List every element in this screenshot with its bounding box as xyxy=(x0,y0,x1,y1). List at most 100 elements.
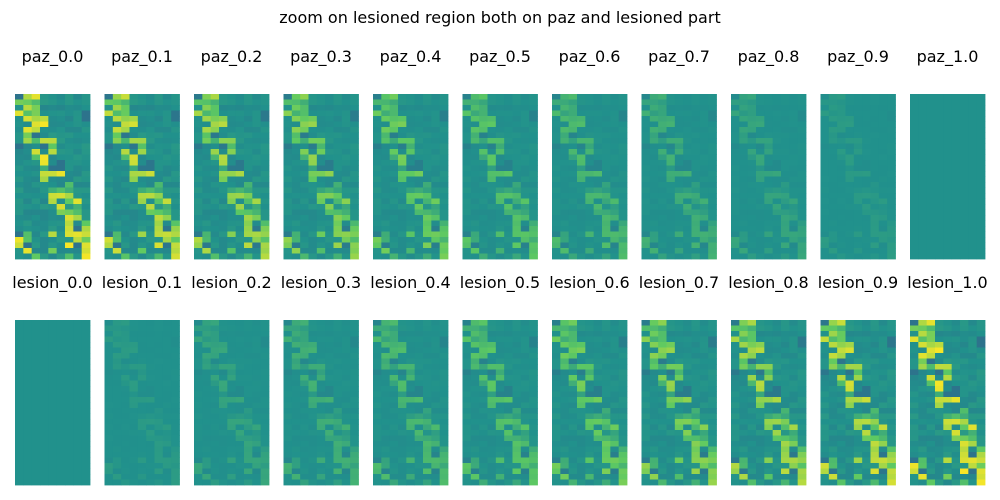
heatmap-cell xyxy=(440,447,449,453)
heatmap-cell xyxy=(121,111,130,117)
heatmap-cell xyxy=(48,166,57,172)
heatmap-cell xyxy=(138,182,147,188)
heatmap-cell xyxy=(440,452,449,458)
heatmap-cell xyxy=(871,177,880,183)
heatmap-cell xyxy=(325,122,334,128)
heatmap-cell xyxy=(236,160,245,166)
heatmap-cell xyxy=(284,414,293,420)
heatmap-cell xyxy=(292,221,301,227)
heatmap-cell xyxy=(309,359,318,365)
heatmap-cell xyxy=(748,199,757,205)
heatmap-cell xyxy=(952,188,961,194)
heatmap-cell xyxy=(708,243,717,249)
heatmap-cell xyxy=(381,441,390,447)
heatmap-cell xyxy=(334,221,343,227)
heatmap-cell xyxy=(244,425,253,431)
heatmap-cell xyxy=(569,243,578,249)
heatmap-cell xyxy=(23,243,32,249)
heatmap-cell xyxy=(431,232,440,238)
heatmap-cell xyxy=(194,177,203,183)
heatmap-cell xyxy=(496,111,505,117)
heatmap-cell xyxy=(15,408,24,414)
heatmap-cell xyxy=(211,326,220,332)
heatmap-cell xyxy=(57,160,66,166)
heatmap-cell xyxy=(334,215,343,221)
heatmap-cell xyxy=(23,425,32,431)
heatmap-cell xyxy=(479,447,488,453)
heatmap-cell xyxy=(398,397,407,403)
heatmap-cell xyxy=(871,144,880,150)
heatmap-cell xyxy=(504,364,513,370)
heatmap-cell xyxy=(552,155,561,161)
heatmap-cell xyxy=(577,243,586,249)
heatmap-cell xyxy=(594,370,603,376)
heatmap-cell xyxy=(227,221,236,227)
heatmap-cell xyxy=(577,111,586,117)
heatmap-cell xyxy=(82,204,91,210)
heatmap-cell xyxy=(513,232,522,238)
heatmap-cell xyxy=(15,133,24,139)
heatmap-cell xyxy=(40,414,49,420)
heatmap-cell xyxy=(236,144,245,150)
heatmap-cell xyxy=(529,122,538,128)
heatmap-cell xyxy=(471,243,480,249)
heatmap-cell xyxy=(943,160,952,166)
heatmap-cell xyxy=(521,392,530,398)
heatmap-cell xyxy=(219,386,228,392)
heatmap-cell xyxy=(171,381,180,387)
heatmap-cell xyxy=(105,171,114,177)
heatmap-cell xyxy=(261,474,270,480)
heatmap-cell xyxy=(977,127,986,133)
heatmap-cell xyxy=(317,221,326,227)
heatmap-cell xyxy=(496,370,505,376)
heatmap-cell xyxy=(837,111,846,117)
heatmap-cell xyxy=(334,166,343,172)
heatmap-cell xyxy=(334,116,343,122)
heatmap-cell xyxy=(236,193,245,199)
heatmap-cell xyxy=(317,122,326,128)
heatmap-cell xyxy=(569,370,578,376)
heatmap-cell xyxy=(463,430,472,436)
heatmap-cell xyxy=(155,105,164,111)
heatmap-cell xyxy=(105,122,114,128)
heatmap-cell xyxy=(585,232,594,238)
heatmap-cell xyxy=(594,226,603,232)
heatmap-cell xyxy=(496,425,505,431)
heatmap-cell xyxy=(202,116,211,122)
heatmap-cell xyxy=(163,226,172,232)
heatmap-cell xyxy=(739,105,748,111)
heatmap-cell xyxy=(667,375,676,381)
heatmap-cell xyxy=(521,144,530,150)
heatmap-cell xyxy=(73,237,82,243)
heatmap-cell xyxy=(667,359,676,365)
heatmap-cell xyxy=(334,188,343,194)
heatmap-cell xyxy=(15,320,24,326)
heatmap-cell xyxy=(342,320,351,326)
heatmap-cell xyxy=(488,105,497,111)
heatmap-cell xyxy=(82,199,91,205)
heatmap-cell xyxy=(398,116,407,122)
heatmap-cell xyxy=(918,105,927,111)
heatmap-cell xyxy=(227,458,236,464)
heatmap-cell xyxy=(342,182,351,188)
heatmap-cell xyxy=(431,100,440,106)
heatmap-cell xyxy=(708,226,717,232)
heatmap-cell xyxy=(496,199,505,205)
heatmap-cell xyxy=(642,353,651,359)
heatmap-cell xyxy=(675,210,684,216)
heatmap-cell xyxy=(146,331,155,337)
heatmap-cell xyxy=(284,370,293,376)
heatmap-cell xyxy=(57,403,66,409)
heatmap-cell xyxy=(23,155,32,161)
heatmap-cell xyxy=(219,94,228,100)
heatmap-cell xyxy=(658,94,667,100)
heatmap-cell xyxy=(211,100,220,106)
heatmap-cell xyxy=(171,441,180,447)
heatmap-cell xyxy=(642,204,651,210)
heatmap-cell xyxy=(48,243,57,249)
heatmap-cell xyxy=(521,100,530,106)
heatmap-cell xyxy=(317,144,326,150)
heatmap-cell xyxy=(415,408,424,414)
heatmap-cell xyxy=(284,243,293,249)
heatmap-cell xyxy=(121,320,130,326)
